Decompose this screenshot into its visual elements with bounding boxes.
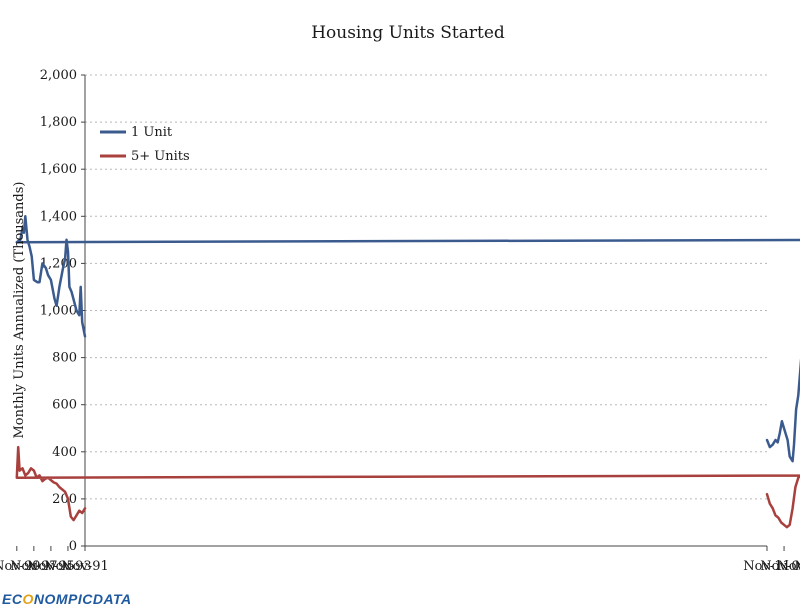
y-tick-label: 1,600 <box>40 162 77 177</box>
legend-label: 5+ Units <box>131 149 190 164</box>
y-tick-label: 2,000 <box>40 68 77 83</box>
y-tick-label: 800 <box>52 351 77 366</box>
axes <box>84 75 767 547</box>
x-tick-label: Nov-91 <box>61 559 108 574</box>
y-tick-label: 1,000 <box>40 304 77 319</box>
series-line-1-unit <box>15 215 800 463</box>
x-tick-label: Nov-07 <box>777 559 800 574</box>
chart-title: Housing Units Started <box>311 23 505 43</box>
x-tick-label: Nov-95 <box>27 559 74 574</box>
x-tick-label: Nov-99 <box>0 559 41 574</box>
y-tick-label: 400 <box>52 445 77 460</box>
y-tick-label: 200 <box>52 492 77 507</box>
x-tick-label: Nov-97 <box>10 559 57 574</box>
y-tick-label: 0 <box>69 539 77 554</box>
y-axis-ticks: 02004006008001,0001,2001,4001,6001,8002,… <box>40 68 85 554</box>
series-line-5-units <box>15 445 800 529</box>
legend-label: 1 Unit <box>131 125 173 140</box>
y-tick-label: 1,400 <box>40 209 77 224</box>
series-lines <box>15 215 800 529</box>
legend: 1 Unit 5+ Units <box>100 125 190 164</box>
x-tick-label: Nov-11 <box>743 559 790 574</box>
brand-logo: ECONOMPICDATA <box>2 591 132 607</box>
y-axis-label: Monthly Units Annualized (Thousands) <box>12 182 27 439</box>
x-tick-label: Nov-93 <box>44 559 91 574</box>
x-tick-label: Nov-05 <box>794 559 800 574</box>
gridlines <box>85 74 767 500</box>
x-tick-label: Nov-09 <box>760 559 800 574</box>
x-axis-ticks: Nov-91Nov-93Nov-95Nov-97Nov-99Nov-01Nov-… <box>0 546 800 574</box>
y-tick-label: 600 <box>52 398 77 413</box>
y-tick-label: 1,800 <box>40 115 77 130</box>
